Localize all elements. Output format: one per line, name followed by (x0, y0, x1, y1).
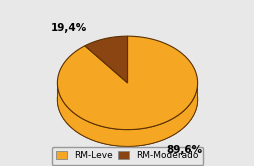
Text: 89,6%: 89,6% (166, 145, 201, 155)
Legend: RM-Leve, RM-Moderado: RM-Leve, RM-Moderado (52, 147, 202, 165)
Polygon shape (57, 83, 197, 146)
Polygon shape (57, 36, 197, 130)
Polygon shape (85, 36, 127, 83)
Text: 19,4%: 19,4% (51, 23, 87, 33)
Ellipse shape (57, 53, 197, 146)
